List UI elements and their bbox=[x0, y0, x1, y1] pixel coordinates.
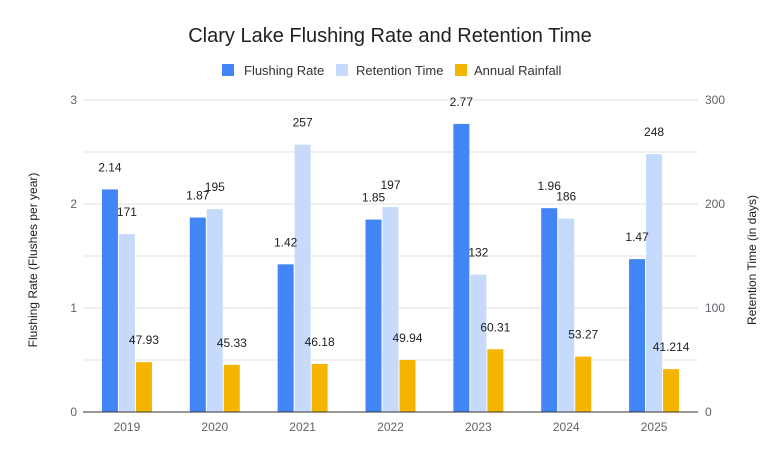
x-axis-ticks: 2019 2020 2021 2022 2023 2024 2025 bbox=[114, 420, 668, 434]
bar-flushing-rate-2023 bbox=[453, 123, 470, 413]
bar-annual-rainfall-2021 bbox=[311, 363, 328, 412]
right-axis-ticks: 0 100 200 300 bbox=[705, 93, 725, 419]
bar-flushing-rate-2022 bbox=[365, 219, 382, 412]
legend-swatch-retention-time bbox=[336, 64, 348, 76]
data-label-flushing-rate-2023: 2.77 bbox=[450, 95, 474, 109]
data-label-annual-rainfall-2022: 49.94 bbox=[392, 331, 422, 345]
legend-label-retention-time: Retention Time bbox=[356, 63, 443, 78]
right-tick-label: 200 bbox=[705, 197, 725, 211]
data-label-retention-time-2020: 195 bbox=[205, 180, 225, 194]
data-label-annual-rainfall-2020: 45.33 bbox=[217, 336, 247, 350]
chart-title: Clary Lake Flushing Rate and Retention T… bbox=[188, 25, 592, 47]
x-tick-label: 2022 bbox=[377, 420, 404, 434]
data-label-flushing-rate-2025: 1.47 bbox=[625, 230, 649, 244]
bar-flushing-rate-2025 bbox=[629, 259, 646, 412]
bar-retention-time-2020 bbox=[206, 209, 223, 412]
bar-retention-time-2019 bbox=[118, 234, 135, 412]
data-label-flushing-rate-2024: 1.96 bbox=[538, 179, 562, 193]
left-tick-label: 1 bbox=[70, 301, 77, 315]
bar-retention-time-2025 bbox=[646, 154, 663, 412]
data-label-annual-rainfall-2019: 47.93 bbox=[129, 333, 159, 347]
x-tick-label: 2021 bbox=[289, 420, 316, 434]
bar-annual-rainfall-2022 bbox=[399, 360, 416, 412]
data-label-annual-rainfall-2023: 60.31 bbox=[480, 320, 510, 334]
bar-retention-time-2024 bbox=[558, 218, 575, 412]
legend: Flushing Rate Retention Time Annual Rain… bbox=[222, 63, 562, 78]
bar-retention-time-2023 bbox=[470, 274, 487, 412]
x-tick-label: 2025 bbox=[641, 420, 668, 434]
bar-annual-rainfall-2023 bbox=[487, 349, 504, 412]
left-axis-title: Flushing Rate (Flushes per year) bbox=[26, 173, 40, 348]
bars bbox=[101, 123, 680, 413]
x-tick-label: 2020 bbox=[201, 420, 228, 434]
bar-annual-rainfall-2020 bbox=[223, 364, 240, 412]
data-label-flushing-rate-2022: 1.85 bbox=[362, 191, 386, 205]
bar-flushing-rate-2020 bbox=[189, 217, 206, 412]
data-label-retention-time-2021: 257 bbox=[293, 116, 313, 130]
right-tick-label: 0 bbox=[705, 405, 712, 419]
legend-swatch-flushing-rate bbox=[222, 64, 234, 76]
bar-annual-rainfall-2025 bbox=[663, 369, 680, 412]
bar-flushing-rate-2024 bbox=[541, 208, 558, 412]
x-tick-label: 2019 bbox=[114, 420, 141, 434]
bar-retention-time-2022 bbox=[382, 207, 399, 412]
right-tick-label: 100 bbox=[705, 301, 725, 315]
legend-swatch-annual-rainfall bbox=[455, 64, 467, 76]
left-tick-label: 3 bbox=[70, 93, 77, 107]
left-axis-ticks: 0 1 2 3 bbox=[70, 93, 77, 419]
bar-annual-rainfall-2024 bbox=[575, 356, 592, 412]
left-tick-label: 0 bbox=[70, 405, 77, 419]
data-label-annual-rainfall-2021: 46.18 bbox=[305, 335, 335, 349]
data-label-annual-rainfall-2025: 41.214 bbox=[653, 340, 690, 354]
data-label-flushing-rate-2020: 1.87 bbox=[186, 189, 210, 203]
bar-flushing-rate-2019 bbox=[101, 189, 118, 412]
bar-annual-rainfall-2019 bbox=[135, 362, 152, 412]
bar-flushing-rate-2021 bbox=[277, 264, 294, 412]
data-label-flushing-rate-2019: 2.14 bbox=[98, 160, 122, 174]
legend-label-flushing-rate: Flushing Rate bbox=[244, 63, 324, 78]
x-tick-label: 2023 bbox=[465, 420, 492, 434]
data-label-retention-time-2025: 248 bbox=[644, 125, 664, 139]
x-tick-label: 2024 bbox=[553, 420, 580, 434]
data-label-retention-time-2022: 197 bbox=[380, 178, 400, 192]
data-label-retention-time-2019: 171 bbox=[117, 205, 137, 219]
right-tick-label: 300 bbox=[705, 93, 725, 107]
data-label-flushing-rate-2021: 1.42 bbox=[274, 235, 298, 249]
bar-retention-time-2021 bbox=[294, 144, 311, 412]
data-label-retention-time-2024: 186 bbox=[556, 190, 576, 204]
right-axis-title: Retention Time (in days) bbox=[745, 195, 759, 325]
legend-label-annual-rainfall: Annual Rainfall bbox=[474, 63, 562, 78]
left-tick-label: 2 bbox=[70, 197, 77, 211]
data-label-annual-rainfall-2024: 53.27 bbox=[568, 328, 598, 342]
data-label-retention-time-2023: 132 bbox=[468, 246, 488, 260]
